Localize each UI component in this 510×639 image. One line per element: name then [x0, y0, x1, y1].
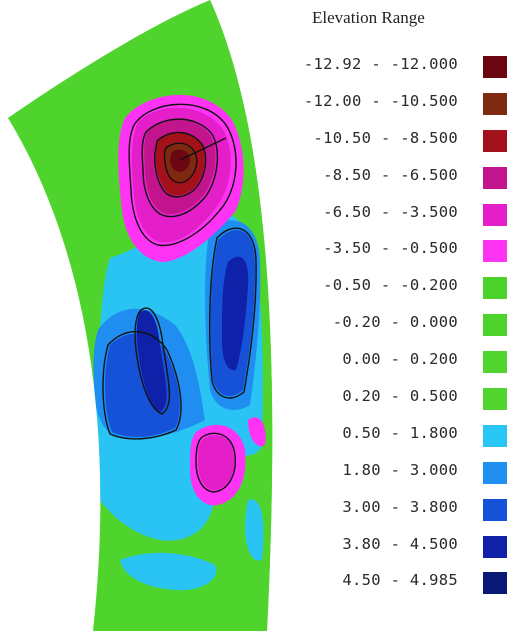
legend-item: 0.20 - 0.500 — [290, 385, 510, 422]
legend-item-label: 4.50 - 4.985 — [342, 571, 458, 590]
channel-edge — [208, 0, 273, 631]
legend-color-swatch — [483, 424, 507, 447]
legend-item: -12.00 - -10.500 — [290, 90, 510, 127]
legend-item-label: -12.00 - -10.500 — [303, 91, 458, 110]
elevation-map — [8, 0, 273, 631]
legend-item-label: -10.50 - -8.500 — [313, 128, 458, 147]
legend-item: -3.50 - -0.500 — [290, 237, 510, 274]
legend: -12.92 - -12.000 -12.00 - -10.500 -10.50 -… — [290, 53, 510, 606]
legend-item: 0.00 - 0.200 — [290, 348, 510, 385]
light-blue-zone-lower — [120, 552, 217, 591]
legend-item-label: 1.80 - 3.000 — [342, 460, 458, 479]
legend-color-swatch — [483, 351, 507, 374]
legend-color-swatch — [483, 535, 507, 558]
legend-item: -6.50 - -3.500 — [290, 201, 510, 238]
navy-zone-right — [222, 256, 249, 371]
legend-color-swatch — [483, 572, 507, 595]
legend-item-label: -0.50 - -0.200 — [323, 276, 458, 295]
legend-color-swatch — [483, 129, 507, 152]
legend-item: 1.80 - 3.000 — [290, 459, 510, 496]
legend-color-swatch — [483, 498, 507, 521]
legend-color-swatch — [483, 92, 507, 115]
deepest-core-zone — [170, 149, 191, 172]
legend-color-swatch — [483, 240, 507, 263]
legend-color-swatch — [483, 461, 507, 484]
legend-item: -8.50 - -6.500 — [290, 164, 510, 201]
magenta-zone-lower — [198, 435, 235, 490]
legend-title: Elevation Range — [312, 8, 425, 27]
legend-item-label: -3.50 - -0.500 — [323, 239, 458, 258]
legend-color-swatch — [483, 277, 507, 300]
legend-color-swatch — [483, 166, 507, 189]
legend-item: -10.50 - -8.500 — [290, 127, 510, 164]
legend-item: -0.20 - 0.000 — [290, 311, 510, 348]
legend-item-label: 0.20 - 0.500 — [342, 387, 458, 406]
legend-color-swatch — [483, 388, 507, 411]
light-blue-zone-right — [245, 499, 264, 561]
navy-zone-left — [136, 310, 167, 412]
legend-color-swatch — [483, 203, 507, 226]
legend-color-swatch — [483, 56, 507, 78]
legend-item-label: 0.50 - 1.800 — [342, 423, 458, 442]
legend-item-label: -12.92 - -12.000 — [303, 55, 458, 73]
legend-item: 3.80 - 4.500 — [290, 533, 510, 570]
legend-color-swatch — [483, 314, 507, 337]
pink-zone-edge — [248, 417, 266, 447]
legend-item: 0.50 - 1.800 — [290, 422, 510, 459]
legend-item: 4.50 - 4.985 — [290, 569, 510, 606]
contour-lines — [102, 103, 257, 493]
legend-item: -0.50 - -0.200 — [290, 274, 510, 311]
legend-item: -12.92 - -12.000 — [290, 53, 510, 90]
legend-item-label: -0.20 - 0.000 — [332, 313, 458, 332]
legend-item-label: -8.50 - -6.500 — [323, 165, 458, 184]
legend-item-label: -6.50 - -3.500 — [323, 202, 458, 221]
legend-item-label: 0.00 - 0.200 — [342, 350, 458, 369]
legend-item-label: 3.80 - 4.500 — [342, 534, 458, 553]
legend-item: 3.00 - 3.800 — [290, 496, 510, 533]
legend-item-label: 3.00 - 3.800 — [342, 497, 458, 516]
